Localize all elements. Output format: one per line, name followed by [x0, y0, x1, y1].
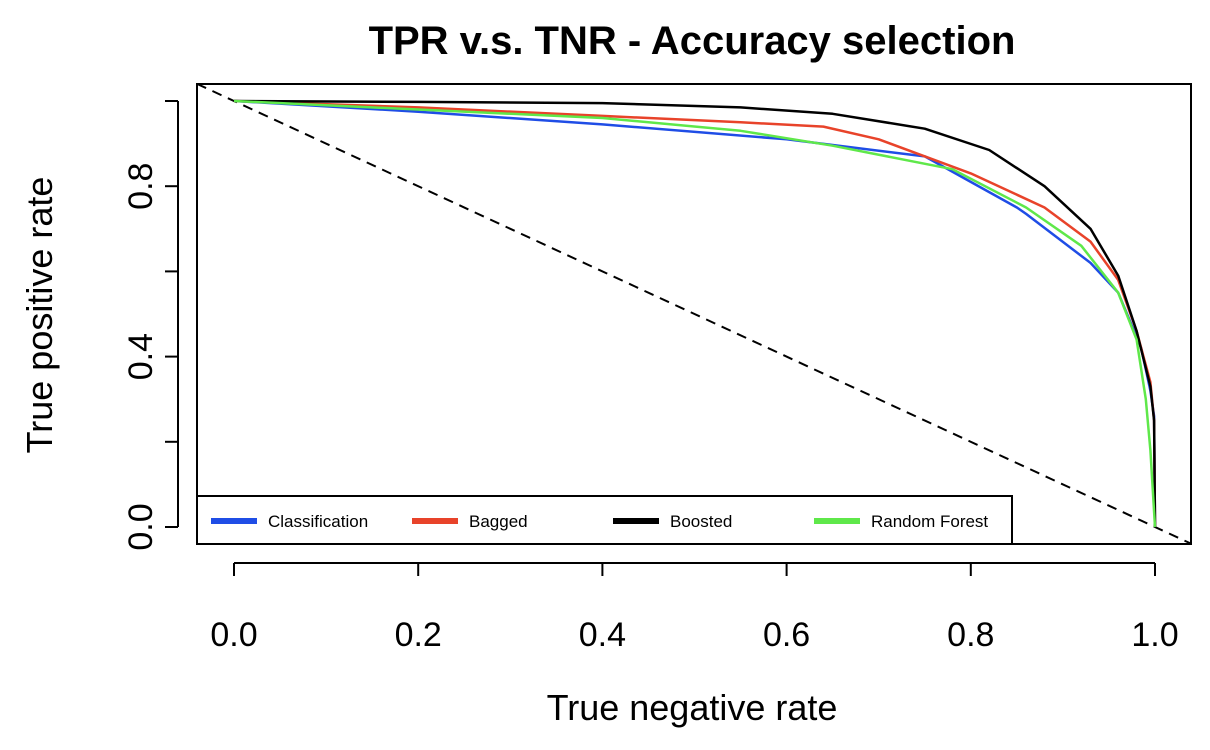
plot-area — [196, 82, 1192, 545]
y-axis-label: True positive rate — [19, 177, 60, 454]
legend-frame — [196, 495, 1013, 545]
x-tick-label: 0.6 — [763, 616, 810, 654]
x-axis: 0.0 0.2 0.4 0.6 0.8 1.0 — [210, 562, 1179, 654]
x-tick-label: 0.8 — [947, 616, 994, 654]
legend-label: Classification — [268, 512, 368, 531]
y-tick-label: 0.0 — [122, 503, 160, 550]
x-tick-label: 1.0 — [1131, 616, 1178, 654]
legend-label: Random Forest — [871, 512, 988, 531]
chart-title: TPR v.s. TNR - Accuracy selection — [369, 19, 1016, 63]
legend: Classification Bagged Boosted Random Forest — [196, 495, 1013, 545]
x-tick-label: 0.2 — [395, 616, 442, 654]
y-axis: 0.0 0.4 0.8 — [122, 100, 179, 551]
legend-label: Boosted — [670, 512, 732, 531]
y-tick-label: 0.4 — [122, 333, 160, 380]
series-line-random-forest — [233, 99, 1157, 528]
series-layer — [233, 99, 1157, 528]
x-tick-label: 0.4 — [579, 616, 626, 654]
x-axis-label: True negative rate — [547, 687, 838, 728]
legend-label: Bagged — [469, 512, 528, 531]
diagonal-reference-line — [196, 82, 1192, 545]
series-line-boosted — [233, 99, 1157, 528]
y-tick-label: 0.8 — [122, 163, 160, 210]
x-tick-label: 0.0 — [210, 616, 257, 654]
